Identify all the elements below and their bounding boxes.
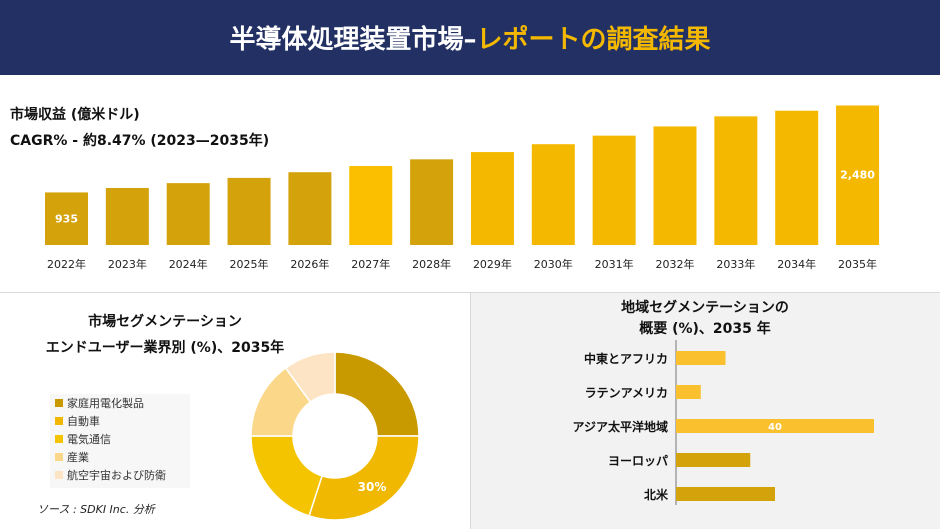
cagr-label: CAGR% - 約8.47% (2023—2035年) [10, 133, 270, 149]
market-bar [410, 159, 454, 245]
legend-item: 電気通信 [55, 431, 111, 447]
section-divider-vertical [470, 293, 471, 529]
year-tick-label: 2030年 [534, 257, 573, 271]
year-tick-label: 2028年 [412, 257, 451, 271]
year-tick-label: 2027年 [351, 257, 390, 271]
legend-item: 家庭用電化製品 [55, 395, 144, 411]
market-bar [592, 135, 636, 245]
legend-swatch [55, 399, 63, 407]
legend-swatch [55, 417, 63, 425]
end-user-donut-chart: 30% [250, 351, 420, 521]
bar-data-label: 935 [55, 213, 78, 226]
year-tick-label: 2032年 [656, 257, 695, 271]
legend-label: 家庭用電化製品 [67, 397, 144, 410]
bar-data-label: 2,480 [840, 169, 875, 182]
market-bar [288, 172, 332, 245]
donut-slice [334, 351, 420, 437]
legend-item: 産業 [55, 449, 89, 465]
market-bar [531, 144, 575, 245]
market-growth-chart: 2022年 935 2023年 2024年 2025年 2026年 2027年 2028年 20… [45, 105, 880, 271]
year-tick-label: 2022年 [47, 257, 86, 271]
donut-slice [284, 351, 336, 404]
legend-label: 産業 [67, 451, 89, 464]
donut-slice [308, 435, 420, 521]
year-tick-label: 2025年 [230, 257, 269, 271]
regional-bar [676, 351, 726, 365]
region-label: 北米 [644, 487, 669, 502]
header-title: 半導体処理装置市場– [229, 25, 477, 55]
legend-swatch [55, 453, 63, 461]
header-title-accent: レポートの調査結果 [476, 25, 711, 55]
year-tick-label: 2033年 [716, 257, 755, 271]
legend-item: 航空宇宙および防衛 [55, 467, 166, 483]
region-label: 中東とアフリカ [584, 351, 668, 366]
market-bar [45, 192, 88, 245]
source-note: ソース : SDKI Inc. 分析 [37, 503, 155, 516]
section-divider [0, 292, 940, 293]
regional-bar [676, 453, 751, 467]
legend-item: 自動車 [55, 413, 100, 429]
year-tick-label: 2034年 [777, 257, 816, 271]
legend-swatch [55, 435, 63, 443]
region-label: ラテンアメリカ [585, 386, 668, 400]
market-bar [714, 116, 758, 245]
year-tick-label: 2029年 [473, 257, 512, 271]
legend-label: 航空宇宙および防衛 [67, 469, 166, 482]
market-bar [349, 166, 393, 245]
market-bar [105, 187, 149, 245]
legend-swatch [55, 471, 63, 479]
legend-label: 自動車 [67, 415, 100, 428]
regional-subtitle: 概要 (%)、2035 年 [639, 321, 771, 337]
regional-bar [676, 487, 775, 501]
regional-bar [676, 385, 701, 399]
regional-bar [676, 419, 874, 433]
market-bar [775, 110, 819, 245]
market-bar [836, 105, 880, 245]
regional-title: 地域セグメンテーションの [621, 300, 789, 316]
legend-label: 電気通信 [67, 433, 111, 446]
year-tick-label: 2023年 [108, 257, 147, 271]
year-tick-label: 2024年 [169, 257, 208, 271]
revenue-label: 市場収益 (億米ドル) [10, 107, 140, 123]
market-bar [653, 126, 697, 245]
market-bar [166, 183, 210, 245]
report-header: 半導体処理装置市場– レポートの調査結果 [0, 0, 940, 75]
region-label: ヨーロッパ [608, 454, 668, 468]
market-bar [470, 152, 514, 245]
donut-data-label: 30% [358, 480, 387, 494]
year-tick-label: 2031年 [595, 257, 634, 271]
market-bar [227, 177, 271, 245]
year-tick-label: 2026年 [290, 257, 329, 271]
segment-title: 市場セグメンテーション [88, 314, 242, 330]
region-label: アジア太平洋地域 [572, 419, 668, 434]
year-tick-label: 2035年 [838, 257, 877, 271]
donut-slice [250, 435, 323, 517]
segment-subtitle: エンドユーザー業界別 (%)、2035年 [45, 340, 285, 356]
regional-data-label: 40 [768, 422, 782, 433]
donut-legend: 家庭用電化製品 自動車電気通信産業航空宇宙および防衛 [50, 394, 190, 488]
